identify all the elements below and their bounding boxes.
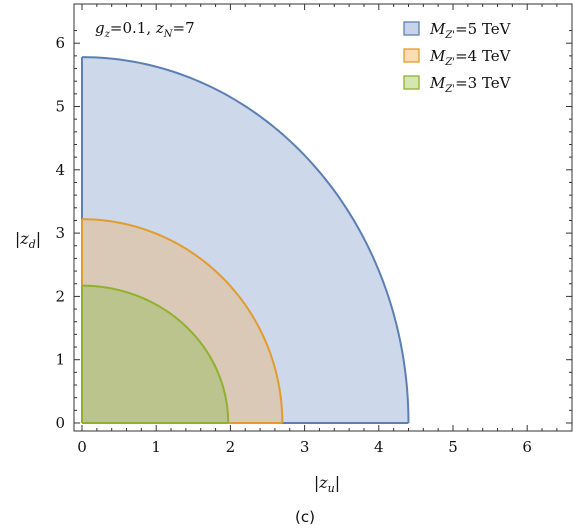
y-tick-label: 4: [55, 161, 65, 179]
region-boundary-3: [81, 284, 230, 424]
x-axis-label: |zu|: [314, 473, 340, 495]
legend-swatch-2: [403, 48, 420, 63]
x-tick-label: 5: [448, 438, 458, 456]
plot-regions: [81, 56, 410, 424]
caption: (c): [295, 508, 315, 526]
x-tick-label: 3: [300, 438, 310, 456]
legend-label-3: MZ'=3 TeV: [429, 74, 512, 95]
y-tick-label: 1: [55, 351, 65, 369]
region-fill-3: [82, 285, 229, 423]
legend-swatch-1: [403, 21, 420, 36]
annotation-text: gz=0.1, zN=7: [95, 19, 195, 40]
legend: MZ'=5 TeV MZ'=4 TeV MZ'=3 TeV: [403, 20, 512, 95]
y-axis-label: |zd|: [15, 229, 41, 251]
frame-rect: [73, 3, 573, 432]
y-tick-label: 2: [55, 287, 65, 305]
axis-ticks: 0 1 2 3 4 5 6 0 1 2 3 4 5 6: [55, 4, 572, 456]
region-boundary-1: [81, 56, 410, 424]
y-tick-label: 5: [55, 98, 65, 116]
y-tick-label: 0: [55, 414, 65, 432]
legend-label-1: MZ'=5 TeV: [429, 20, 512, 41]
legend-swatch-3: [403, 75, 420, 90]
y-tick-label: 3: [55, 224, 65, 242]
x-tick-label: 1: [151, 438, 161, 456]
x-tick-label: 4: [374, 438, 384, 456]
plot-frame: [73, 3, 573, 432]
region-boundary-2: [81, 218, 284, 424]
y-tick-label: 6: [55, 34, 65, 52]
x-tick-label: 0: [77, 438, 87, 456]
x-tick-label: 2: [226, 438, 236, 456]
legend-label-2: MZ'=4 TeV: [429, 47, 512, 68]
x-tick-label: 6: [522, 438, 532, 456]
